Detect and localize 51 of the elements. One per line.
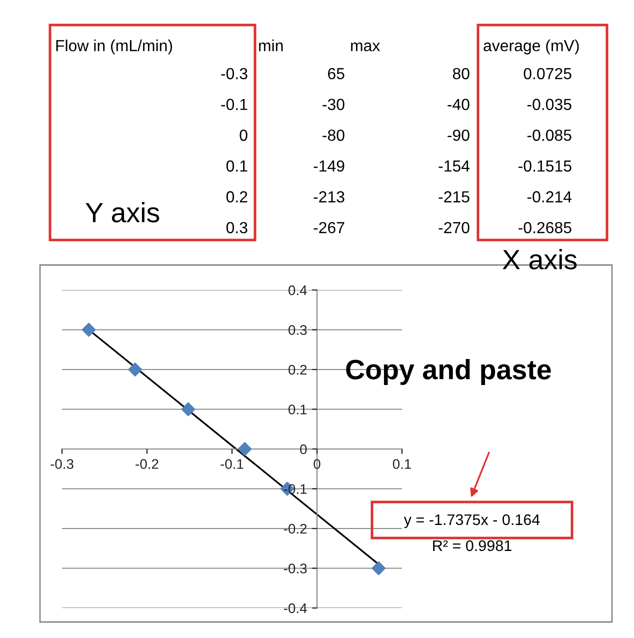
text: average (mV) <box>484 40 579 54</box>
text: max <box>351 42 380 52</box>
y-tick-label: 0.3 <box>288 325 307 335</box>
text: Flow in (mL/min) <box>56 40 172 54</box>
text: 80 <box>452 68 470 80</box>
x-tick-label: -0.2 <box>136 459 158 469</box>
x-tick-label: -0.3 <box>50 459 74 469</box>
y-tick-label: 0.4 <box>288 285 307 296</box>
y-tick-label: 0.2 <box>288 364 307 375</box>
y-tick-label: -0.4 <box>284 603 307 614</box>
text: 0.1 <box>226 160 248 172</box>
y-tick-label: 0.1 <box>288 404 307 414</box>
text: min <box>259 40 283 52</box>
text: -149 <box>314 160 344 172</box>
text: -0.2685 <box>518 222 572 234</box>
text: R² = 0.9981 <box>433 540 512 552</box>
text: Y axis <box>86 202 160 222</box>
point <box>238 442 252 456</box>
text: 65 <box>328 68 344 80</box>
text: -270 <box>438 222 470 234</box>
point <box>128 362 142 376</box>
x-tick-label: -0.1 <box>220 459 244 469</box>
text: X axis <box>502 249 577 270</box>
x-tick-label: 0 <box>314 459 320 469</box>
text: 0.2 <box>226 191 248 202</box>
text: -0.035 <box>527 98 572 110</box>
text: 0 <box>240 130 248 141</box>
text: -154 <box>438 160 470 172</box>
text: -215 <box>438 191 470 202</box>
text: -90 <box>448 130 470 141</box>
text: -40 <box>448 98 470 110</box>
y-tick-label: -0.3 <box>284 564 307 574</box>
text: -267 <box>314 222 344 234</box>
point <box>372 561 386 576</box>
text: -0.3 <box>221 68 248 80</box>
text: 0.0725 <box>524 68 572 80</box>
text: -80 <box>322 130 344 141</box>
text: -0.1515 <box>518 160 572 172</box>
text: -0.1 <box>221 98 248 110</box>
point <box>181 402 196 416</box>
text: -0.085 <box>527 130 572 141</box>
annotation: Copy and paste <box>346 359 551 385</box>
text: -30 <box>322 98 344 110</box>
x-tick-label: 0.1 <box>392 459 411 469</box>
point <box>82 322 96 337</box>
text: -0.214 <box>527 191 572 202</box>
text: -213 <box>314 191 344 202</box>
y-tick-label: -0.2 <box>284 524 307 534</box>
y-tick-label: 0 <box>300 444 307 454</box>
text: 0.3 <box>226 222 248 234</box>
text: y = -1.7375x - 0.164 <box>404 514 540 528</box>
